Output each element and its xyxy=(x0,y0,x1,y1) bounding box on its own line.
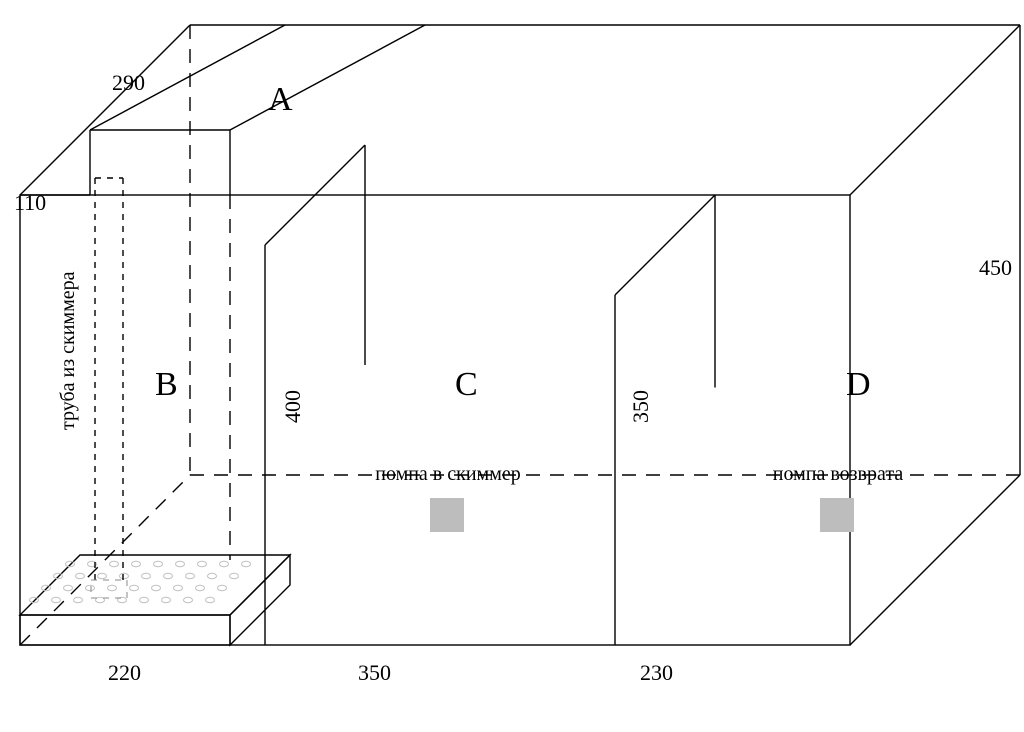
tray-hole xyxy=(230,573,239,579)
dim-220: 220 xyxy=(108,660,141,685)
tray-hole xyxy=(184,597,193,603)
tray-hole xyxy=(74,597,83,603)
tray-hole xyxy=(206,597,215,603)
tray-hole xyxy=(186,573,195,579)
section-d: D xyxy=(846,366,871,403)
pipe-outlet xyxy=(91,580,127,598)
section-b: B xyxy=(155,366,178,403)
dim-350v: 350 xyxy=(628,390,653,423)
pump-skimmer xyxy=(430,498,464,532)
dim-230: 230 xyxy=(640,660,673,685)
tray-hole xyxy=(142,573,151,579)
sump-diagram: 290 110 450 400 350 220 350 230 A B C Dтруба из ски… xyxy=(0,0,1024,732)
label-pump-skimmer: помпа в скиммер xyxy=(375,463,521,485)
tray-hole xyxy=(174,585,183,591)
tray-hole xyxy=(108,585,117,591)
tray-hole xyxy=(86,585,95,591)
tray-hole xyxy=(76,573,85,579)
section-a: A xyxy=(268,81,293,118)
tray-hole xyxy=(98,573,107,579)
tray-hole xyxy=(64,585,73,591)
tray-hole xyxy=(218,585,227,591)
tray-hole xyxy=(132,561,141,567)
tray-hole xyxy=(242,561,251,567)
tray-hole xyxy=(196,585,205,591)
tray-hole xyxy=(176,561,185,567)
front-face xyxy=(20,195,850,645)
tray-hole xyxy=(140,597,149,603)
dim-110: 110 xyxy=(14,190,46,215)
tray-hole xyxy=(120,573,129,579)
dim-400: 400 xyxy=(280,390,305,423)
tray-hole xyxy=(52,597,61,603)
tray-hole xyxy=(162,597,171,603)
tray-hole xyxy=(110,561,119,567)
dim-290: 290 xyxy=(112,70,145,95)
tray-front xyxy=(20,615,230,645)
tray-hole xyxy=(152,585,161,591)
dim-350: 350 xyxy=(358,660,391,685)
section-c: C xyxy=(455,366,478,403)
label-pump-return: помпа возврата xyxy=(773,463,904,485)
tray-hole xyxy=(164,573,173,579)
label-pipe: труба из скиммера xyxy=(57,271,79,430)
pump-return xyxy=(820,498,854,532)
tray-hole xyxy=(130,585,139,591)
tray-hole xyxy=(198,561,207,567)
tray-hole xyxy=(220,561,229,567)
tray-hole xyxy=(154,561,163,567)
dim-450: 450 xyxy=(979,255,1012,280)
tray-hole xyxy=(208,573,217,579)
